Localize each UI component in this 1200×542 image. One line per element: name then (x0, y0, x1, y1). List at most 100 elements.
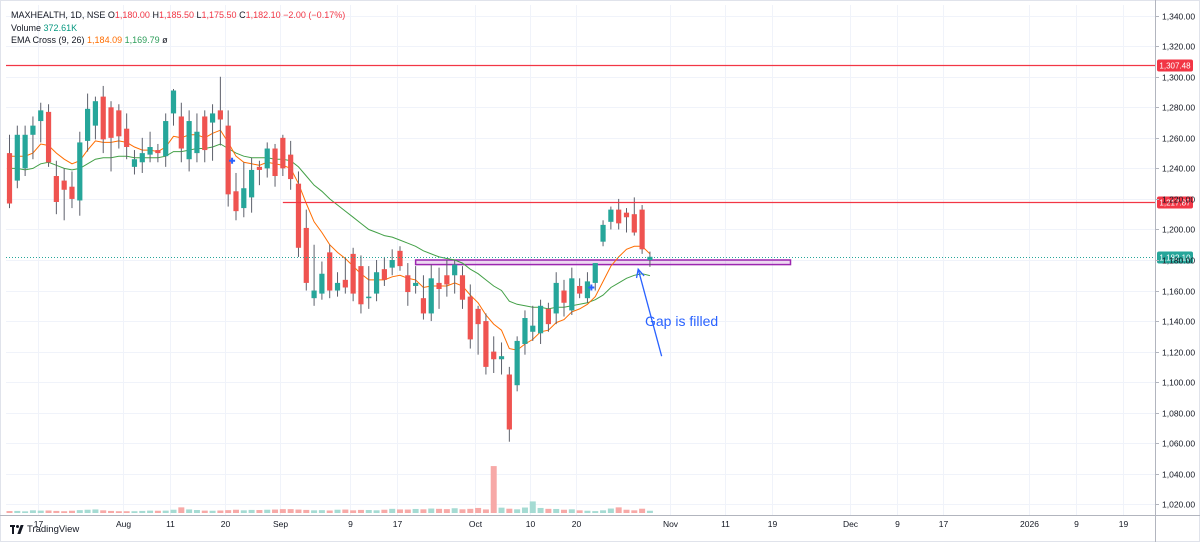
candle-body (170, 90, 177, 114)
gap-zone-layer (414, 259, 792, 266)
candle (61, 168, 67, 221)
volume-bar (318, 510, 325, 513)
candle (124, 113, 130, 160)
candle-body (69, 186, 75, 199)
candle (569, 267, 575, 315)
candle (272, 143, 278, 187)
candle (45, 104, 52, 167)
legend-h-label: H (152, 10, 159, 20)
legend-change: −2.00 (−0.17%) (283, 10, 346, 20)
volume-bar (451, 508, 458, 513)
candle-body (92, 101, 99, 126)
tradingview-mark-icon (10, 525, 24, 534)
candle-body (22, 134, 28, 169)
candle (366, 266, 372, 309)
candle (436, 267, 442, 309)
candle-body (358, 266, 364, 305)
candle-body (444, 275, 450, 285)
candle (225, 110, 231, 207)
volume-bar (521, 507, 528, 513)
volume-bar (115, 511, 122, 513)
candle-body (186, 121, 192, 160)
volume-bar (240, 510, 247, 513)
candle-body (420, 298, 427, 314)
volume-bar (303, 509, 310, 513)
candle-body (131, 159, 138, 167)
candle-body (303, 227, 309, 283)
candle (116, 104, 122, 149)
candle (14, 125, 20, 189)
volume-bar (381, 509, 388, 513)
x-tick-label: 2026 (1020, 519, 1039, 529)
x-tick-label: 17 (34, 519, 44, 529)
legend-symbol: MAXHEALTH, 1D, NSE (11, 10, 106, 20)
candle-body (342, 279, 348, 288)
y-tick-label: 1,100.00 (1162, 378, 1195, 388)
candle-layer (6, 76, 653, 442)
x-tick-label: 17 (939, 519, 949, 529)
x-tick-label: Aug (116, 519, 131, 529)
candle-body (256, 166, 263, 170)
candle (6, 134, 13, 209)
volume-bar (162, 510, 169, 513)
candle-body (217, 110, 223, 120)
volume-bar (529, 501, 536, 513)
candle-body (530, 325, 536, 332)
candle-body (264, 148, 270, 169)
candle (22, 125, 28, 177)
candle (537, 299, 544, 344)
annotation-text: Gap is filled (645, 313, 718, 329)
tradingview-logo[interactable]: TradingView (10, 524, 79, 535)
candle (186, 110, 192, 172)
candle (608, 206, 614, 230)
x-tick-label: Oct (469, 519, 483, 529)
candle-body (397, 250, 403, 267)
x-tick-label: 9 (348, 519, 353, 529)
volume-bar (84, 509, 91, 513)
volume-bar (475, 507, 482, 513)
candle-body (389, 260, 395, 268)
candle (92, 96, 99, 140)
candle (498, 342, 505, 375)
candle (514, 336, 520, 392)
candle (139, 137, 145, 173)
volume-bar (232, 509, 239, 513)
candle-body (498, 356, 505, 360)
candle (209, 104, 216, 161)
candle (53, 160, 59, 215)
candle (467, 284, 473, 349)
candle-body (155, 150, 161, 154)
candle-body (600, 224, 606, 242)
volume-bar (92, 509, 99, 513)
volume-bar (147, 510, 154, 513)
candle-body (561, 290, 567, 303)
candle (397, 246, 403, 271)
volume-bar (639, 508, 646, 513)
candle-body (334, 282, 341, 291)
volume-bar (482, 509, 489, 513)
y-tick-label: 1,020.00 (1162, 500, 1195, 510)
candle (163, 113, 169, 167)
candle (475, 305, 481, 355)
legend-o-label: O (107, 10, 115, 20)
candle-body (272, 148, 278, 177)
volume-bar (490, 466, 497, 513)
volume-bar (646, 510, 653, 513)
candle (30, 116, 36, 160)
candle-body (569, 278, 575, 311)
candle (100, 85, 106, 154)
candle (639, 205, 645, 254)
x-tick-label: Nov (663, 519, 679, 529)
candle-body (631, 214, 637, 233)
candle (545, 302, 551, 332)
candle (444, 260, 450, 297)
candle (241, 162, 247, 218)
candle-body (139, 153, 145, 163)
candle (108, 101, 114, 172)
volume-bar (201, 510, 208, 513)
volume-bar (178, 507, 185, 513)
candle-body (163, 121, 169, 157)
legend-l-label: L (196, 10, 202, 20)
x-tick-label: 17 (393, 519, 403, 529)
